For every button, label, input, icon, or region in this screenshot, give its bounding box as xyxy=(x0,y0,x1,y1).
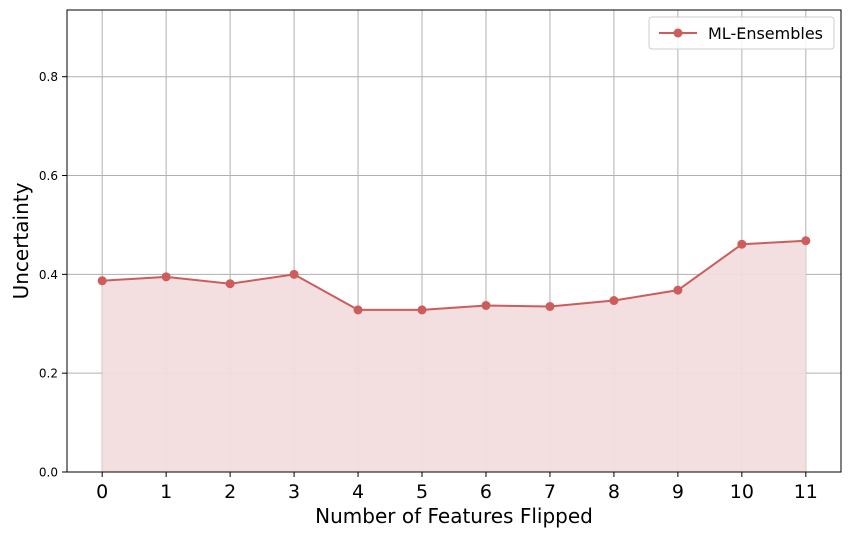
data-point xyxy=(801,236,811,246)
series-line xyxy=(102,239,806,311)
x-tick-label: 1 xyxy=(160,481,172,503)
x-tick-label: 5 xyxy=(416,481,428,503)
legend-box xyxy=(648,16,835,50)
legend-label: ML-Ensembles xyxy=(708,24,823,43)
data-point xyxy=(161,272,171,282)
data-point xyxy=(417,305,427,315)
legend-marker-swatch xyxy=(673,28,683,38)
x-tick-label: 8 xyxy=(608,481,620,503)
y-axis-ticks: 0.0 0.2 0.4 0.6 0.8 xyxy=(39,70,67,480)
x-tick-label: 7 xyxy=(544,481,556,503)
x-tick-label: 11 xyxy=(794,481,818,503)
y-tick-label: 0.8 xyxy=(39,70,58,84)
series-layer xyxy=(97,236,811,315)
x-tick-label: 4 xyxy=(352,481,364,503)
x-tick-label: 3 xyxy=(288,481,300,503)
data-point xyxy=(737,239,747,249)
x-axis-label: Number of Features Flipped xyxy=(315,504,593,528)
series-area-fill xyxy=(102,240,806,472)
x-tick-label: 10 xyxy=(730,481,754,503)
y-tick-label: 0.0 xyxy=(39,466,58,480)
x-axis-ticks: 0 1 2 3 4 5 6 7 8 9 10 11 xyxy=(96,472,818,503)
y-tick-label: 0.4 xyxy=(39,268,58,282)
data-point xyxy=(673,285,683,295)
data-point xyxy=(97,276,107,286)
data-point xyxy=(289,269,299,279)
data-point xyxy=(545,301,555,311)
y-axis-label: Uncertainty xyxy=(9,182,33,299)
data-point xyxy=(609,296,619,306)
area-fill xyxy=(102,240,806,472)
y-tick-label: 0.6 xyxy=(39,169,58,183)
x-tick-label: 6 xyxy=(480,481,492,503)
x-tick-label: 0 xyxy=(96,481,108,503)
legend: ML-Ensembles xyxy=(648,16,835,50)
y-tick-label: 0.2 xyxy=(39,367,58,381)
plot-frame xyxy=(66,9,842,473)
data-point xyxy=(353,305,363,315)
data-point xyxy=(481,300,491,310)
x-tick-label: 2 xyxy=(224,481,236,503)
x-tick-label: 9 xyxy=(672,481,684,503)
data-point xyxy=(225,279,235,289)
